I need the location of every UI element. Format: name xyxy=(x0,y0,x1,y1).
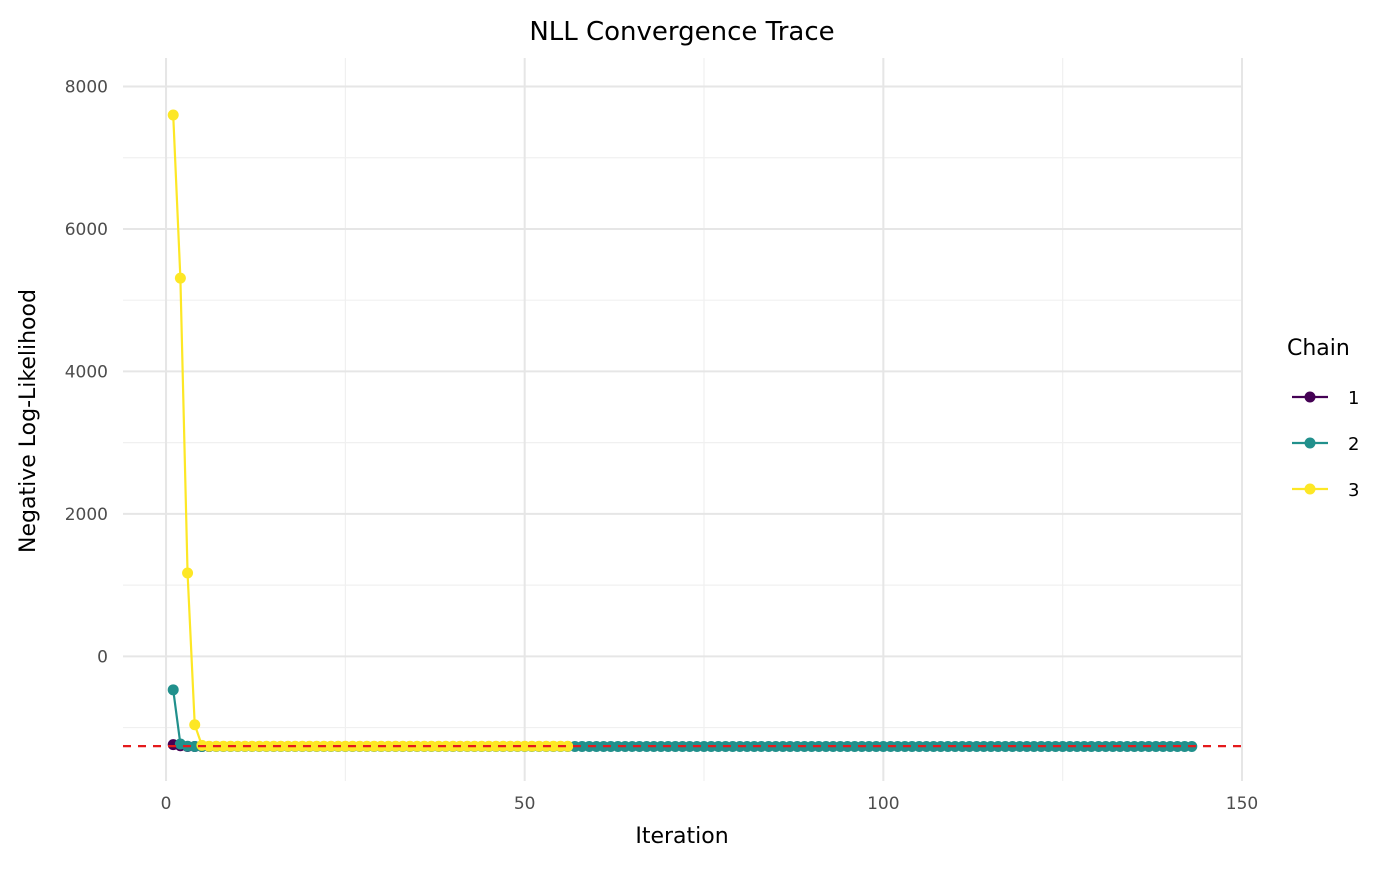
y-tick-label: 2000 xyxy=(65,505,108,525)
data-point xyxy=(174,272,186,284)
legend-key-point xyxy=(1304,391,1316,403)
y-tick-label: 0 xyxy=(97,647,108,667)
y-tick-label: 4000 xyxy=(65,362,108,382)
legend-item-3: 3 xyxy=(1292,480,1359,501)
data-point xyxy=(562,740,574,752)
x-tick-label: 0 xyxy=(161,794,172,814)
legend-title: Chain xyxy=(1287,336,1350,361)
legend: Chain 1 2 3 xyxy=(1287,336,1359,501)
legend-label: 3 xyxy=(1348,480,1359,501)
grid xyxy=(123,58,1243,781)
chart-title: NLL Convergence Trace xyxy=(529,17,834,47)
data-point xyxy=(167,109,179,121)
data-point xyxy=(182,567,194,579)
y-tick-label: 6000 xyxy=(65,220,108,240)
legend-label: 2 xyxy=(1348,434,1359,455)
x-axis-title: Iteration xyxy=(635,824,728,849)
x-tick-label: 50 xyxy=(514,794,536,814)
series-line xyxy=(172,114,568,748)
series-line xyxy=(172,689,1192,748)
legend-key-point xyxy=(1304,437,1316,449)
y-tick-label: 8000 xyxy=(65,77,108,97)
data-point xyxy=(189,719,201,731)
axis-labels: 0 50 100 150 0 2000 4000 6000 8000 xyxy=(65,77,1258,814)
y-axis-title: Negative Log-Likelihood xyxy=(16,289,41,553)
legend-item-1: 1 xyxy=(1292,388,1359,409)
x-tick-label: 100 xyxy=(867,794,899,814)
legend-key-point xyxy=(1304,483,1316,495)
legend-item-2: 2 xyxy=(1292,434,1359,455)
data-point xyxy=(167,684,179,696)
legend-label: 1 xyxy=(1348,388,1359,409)
x-tick-label: 150 xyxy=(1226,794,1258,814)
